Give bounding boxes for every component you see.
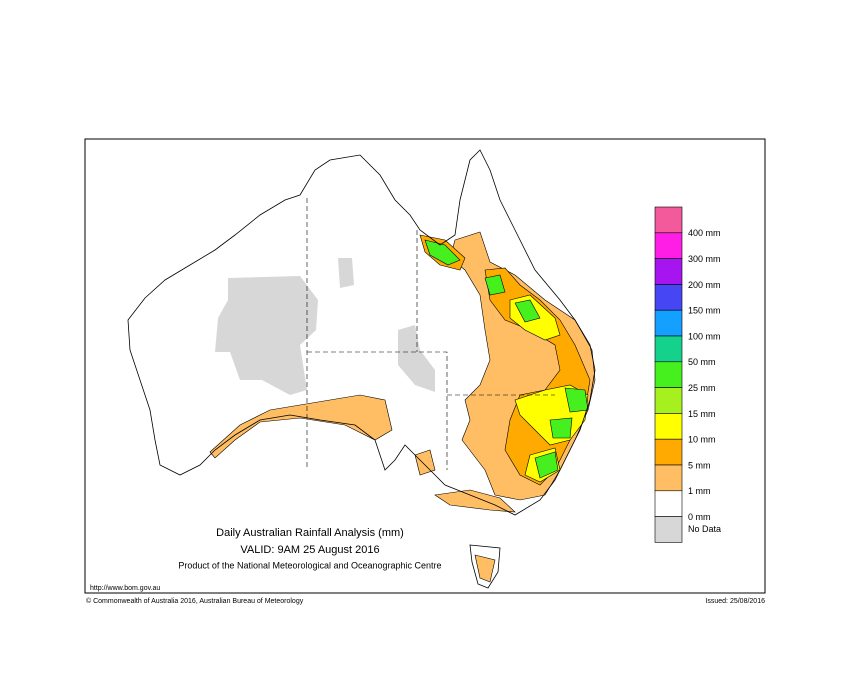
no-data-area [215,276,318,395]
legend-swatch [654,490,683,517]
copyright: © Commonwealth of Australia 2016, Austra… [86,597,304,605]
legend-swatch [654,361,683,388]
legend-label: 400 mm [688,228,721,238]
legend-swatch [654,232,683,259]
legend-label: 10 mm [688,435,716,445]
tasmania-coastline [469,544,501,589]
valid-time: VALID: 9AM 25 August 2016 [240,544,379,556]
legend-swatch [654,309,683,337]
legend-label: 150 mm [688,306,721,316]
rain-area-1mm [414,449,516,583]
rain-area-25mm [424,239,589,479]
legend-swatch [654,387,683,414]
state-borders [306,198,555,470]
legend-swatch [654,258,683,285]
legend-swatch [654,438,683,466]
legend-label: 5 mm [688,460,711,470]
coastline [127,149,596,516]
legend-label: 1 mm [688,486,711,496]
legend-swatch [654,413,683,440]
legend-swatch [654,516,683,543]
legend-swatch [654,335,683,363]
legend-label: 15 mm [688,409,716,419]
no-data-area [398,325,435,392]
legend-label: 0 mm [688,512,711,522]
legend-label: 100 mm [688,331,721,341]
rain-area-1mm [209,394,393,459]
url: http://www.bom.gov.au [90,585,160,592]
legend-swatch [654,464,683,492]
legend-swatch [654,206,683,234]
legend-label: 50 mm [688,357,716,367]
issued-date: Issued: 25/08/2016 [705,598,765,605]
legend-label: No Data [688,524,721,534]
map-title: Daily Australian Rainfall Analysis (mm) [216,527,404,539]
legend-label: 25 mm [688,383,716,393]
legend-swatch [654,284,683,311]
legend-label: 200 mm [688,280,721,290]
product-line: Product of the National Meteorological a… [178,560,441,570]
no-data-area [338,258,354,288]
legend-label: 300 mm [688,254,721,264]
legend: 400 mm 300 mm 200 mm 150 mm 100 mm 50 mm 25 mm… [654,206,721,543]
